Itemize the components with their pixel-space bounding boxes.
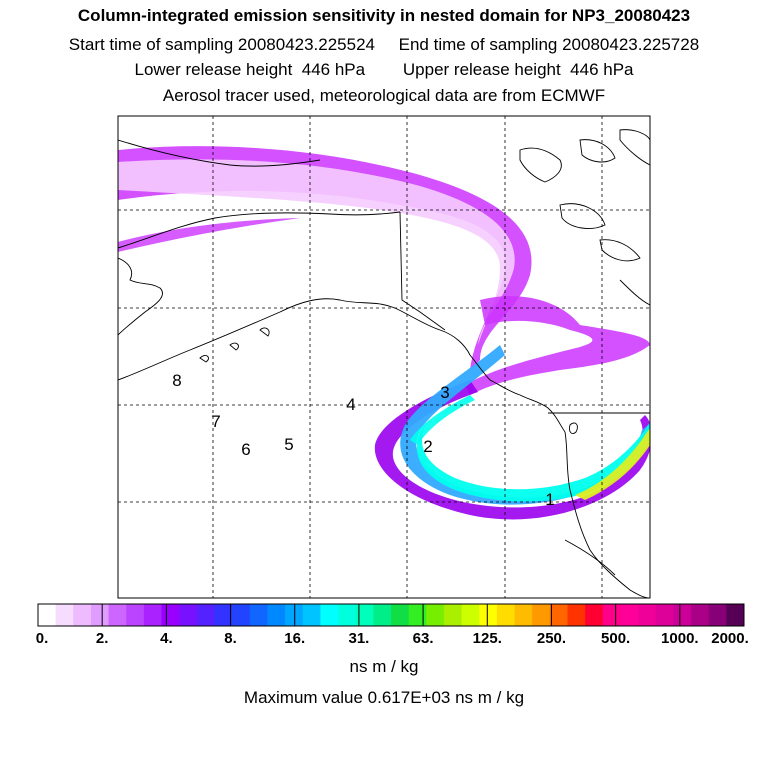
graticule [118,116,650,598]
emission-plume [118,146,650,520]
colorbar-tick-label: 16. [284,630,306,647]
map-border [117,115,651,599]
plume-hook [465,296,650,395]
colorbar-tick-label: 8. [224,630,237,647]
colorbar-swatch [408,604,427,626]
colorbar-tick-label: 4. [160,630,173,647]
colorbar-tick-label: 2000. [711,630,749,647]
release-label-4: 4 [346,395,355,414]
colorbar-tick-label: 31. [348,630,370,647]
colorbar-tick-label: 2. [95,630,109,647]
colorbar-swatch [373,604,392,626]
colorbar-swatch [338,604,357,626]
colorbar-swatch [196,604,215,626]
colorbar-tick-label: 63. [412,630,434,647]
colorbar-swatch [461,604,480,626]
release-label-3: 3 [440,383,449,402]
colorbar-swatch [320,604,339,626]
colorbar-swatch [691,604,710,626]
colorbar-swatch [673,604,692,626]
colorbar-swatch [726,604,745,626]
colorbar-swatch [549,604,568,626]
colorbar-swatch [638,604,657,626]
colorbar-swatch [496,604,516,626]
colorbar-swatch [585,604,604,626]
plume-south-arm [118,218,300,252]
release-label-6: 6 [241,440,250,459]
plume-loop-max [575,428,650,500]
colorbar-swatch [602,604,621,626]
coastlines [118,129,650,598]
colorbar-swatch [567,604,586,626]
colorbar-swatch [355,604,374,626]
colorbar-swatch [73,604,92,626]
release-label-5: 5 [284,435,293,454]
colorbar [37,603,745,627]
colorbar-swatch [143,604,163,626]
colorbar-swatch [443,604,463,626]
colorbar-swatch [214,604,233,626]
colorbar-tick-label: 500. [601,630,631,647]
colorbar-swatch [249,604,268,626]
colorbar-swatch [479,604,498,626]
sampling-time-line: Start time of sampling 20080423.225524 E… [68,35,700,54]
colorbar-swatch [179,604,198,626]
colorbar-swatch [532,604,551,626]
plume-loop-core [400,345,648,505]
colorbar-swatch [108,604,127,626]
colorbar-tick-label: 1000. [661,630,699,647]
colorbar-tick-label: 250. [536,630,567,647]
plot-title: Column-integrated emission sensitivity i… [77,6,691,25]
maximum-value-text: Maximum value 0.617E+03 ns m / kg [243,688,525,707]
colorbar-border [37,603,745,627]
colorbar-swatch [391,604,410,626]
colorbar-swatch [232,604,251,626]
colorbar-swatch [55,604,74,626]
plume-inner-light [118,159,515,345]
colorbar-units: ns m / kg [349,657,419,676]
colorbar-swatch [161,604,180,626]
release-label-1: 1 [545,490,554,509]
colorbar-swatch [285,604,304,626]
colorbar-swatch [302,604,321,626]
release-labels: 1 2 3 4 5 6 7 8 [172,371,554,509]
colorbar-tick-label: 0. [35,630,49,647]
release-label-8: 8 [172,371,181,390]
colorbar-tick-label: 125. [472,630,502,647]
tracer-info-line: Aerosol tracer used, meteorological data… [162,86,606,105]
colorbar-swatch [267,604,286,626]
plume-loop-high [416,418,650,502]
colorbar-swatch [90,604,110,626]
plume-streak [410,395,475,445]
colorbar-swatch [655,604,674,626]
colorbar-swatch [426,604,445,626]
release-label-2: 2 [423,437,432,456]
colorbar-swatch [708,604,727,626]
colorbar-swatch [620,604,639,626]
colorbar-swatch [126,604,145,626]
colorbar-swatch [38,604,57,626]
colorbar-swatch [514,604,533,626]
release-height-line: Lower release height 446 hPa Upper relea… [134,60,634,79]
release-label-7: 7 [211,412,220,431]
